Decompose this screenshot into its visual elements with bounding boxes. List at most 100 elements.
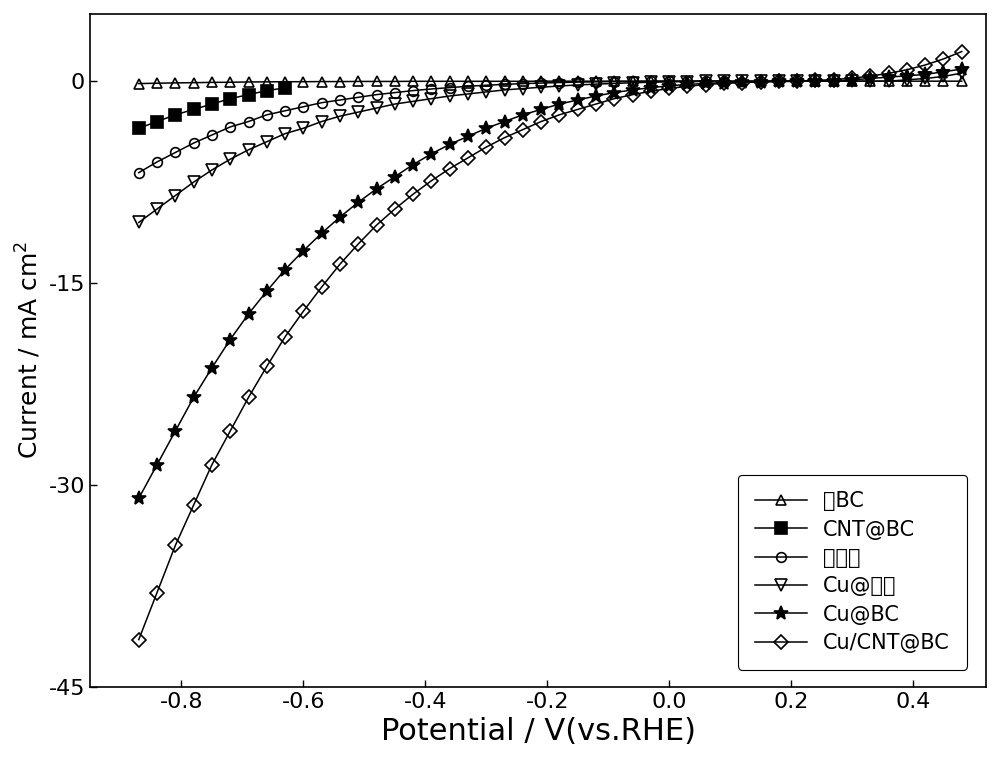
Cu@BC (316, 229, 328, 238)
Cu@BC (645, 83, 657, 92)
绬BC (700, 77, 712, 86)
Cu@BC (755, 78, 767, 87)
绬BC (407, 77, 419, 86)
Cu/CNT@BC (809, 76, 821, 85)
绬BC (791, 77, 803, 86)
绬BC (718, 77, 730, 86)
绬碳布 (590, 78, 602, 87)
Cu/CNT@BC (956, 47, 968, 56)
Line: 绬碳布: 绬碳布 (134, 76, 729, 178)
Cu/CNT@BC (206, 460, 218, 469)
绬BC (553, 77, 565, 86)
Cu/CNT@BC (700, 80, 712, 89)
绬碳布 (444, 83, 456, 92)
Cu@碳布 (151, 204, 163, 214)
Cu@碳布 (773, 77, 785, 86)
Cu@BC (151, 460, 163, 469)
Cu@碳布 (700, 77, 712, 86)
Cu@碳布 (389, 100, 401, 109)
Cu@碳布 (133, 218, 145, 227)
绬BC (480, 77, 492, 86)
Line: CNT@BC: CNT@BC (133, 82, 291, 134)
Cu@碳布 (883, 77, 895, 86)
Cu@碳布 (444, 91, 456, 100)
绬碳布 (224, 122, 236, 131)
Cu@BC (773, 77, 785, 86)
Cu/CNT@BC (334, 260, 346, 269)
绬BC (297, 78, 309, 87)
绬BC (517, 77, 529, 86)
绬BC (444, 77, 456, 86)
Cu@碳布 (736, 77, 748, 86)
绬BC (663, 77, 675, 86)
Cu@碳布 (243, 145, 255, 154)
X-axis label: Potential / V(vs.RHE): Potential / V(vs.RHE) (381, 717, 696, 746)
绬BC (224, 78, 236, 87)
绬BC (627, 77, 639, 86)
Cu@BC (279, 265, 291, 274)
Cu/CNT@BC (572, 105, 584, 114)
绬BC (828, 77, 840, 86)
绬BC (736, 77, 748, 86)
Cu@碳布 (407, 97, 419, 106)
Cu@BC (480, 124, 492, 133)
绬BC (883, 77, 895, 86)
CNT@BC (243, 90, 255, 100)
绬碳布 (553, 78, 565, 87)
绬碳布 (133, 168, 145, 177)
Line: Cu@碳布: Cu@碳布 (133, 68, 967, 228)
CNT@BC (206, 100, 218, 109)
Cu/CNT@BC (261, 362, 273, 371)
Cu@碳布 (297, 124, 309, 133)
绬BC (334, 77, 346, 86)
Cu@BC (608, 88, 620, 97)
Cu@BC (791, 77, 803, 86)
绬BC (188, 78, 200, 87)
Cu/CNT@BC (608, 94, 620, 103)
绬BC (846, 77, 858, 86)
Cu@BC (828, 77, 840, 86)
Cu/CNT@BC (828, 75, 840, 84)
Cu@BC (627, 85, 639, 94)
绬BC (243, 78, 255, 87)
Cu@碳布 (663, 78, 675, 87)
Y-axis label: Current / mA cm$^{2}$: Current / mA cm$^{2}$ (14, 241, 43, 460)
Cu@BC (572, 96, 584, 105)
Cu@BC (371, 184, 383, 193)
Cu/CNT@BC (919, 61, 931, 70)
Cu@碳布 (352, 108, 364, 117)
Cu/CNT@BC (243, 393, 255, 402)
Cu@BC (809, 77, 821, 86)
绬碳布 (334, 96, 346, 105)
Cu/CNT@BC (297, 307, 309, 316)
绬BC (425, 77, 437, 86)
Cu/CNT@BC (627, 90, 639, 100)
Cu/CNT@BC (352, 239, 364, 249)
绬碳布 (371, 90, 383, 100)
Cu@BC (297, 246, 309, 255)
Cu@碳布 (956, 68, 968, 78)
绬BC (956, 77, 968, 86)
Cu/CNT@BC (736, 78, 748, 87)
Cu/CNT@BC (681, 82, 693, 91)
绬碳布 (627, 77, 639, 86)
绬碳布 (480, 81, 492, 90)
绬碳布 (151, 157, 163, 166)
Cu@碳布 (681, 77, 693, 86)
Cu/CNT@BC (883, 69, 895, 78)
Cu/CNT@BC (718, 79, 730, 88)
绬碳布 (608, 77, 620, 86)
Cu@BC (407, 160, 419, 169)
Cu@碳布 (425, 94, 437, 103)
Cu/CNT@BC (224, 426, 236, 435)
绬碳布 (316, 98, 328, 107)
CNT@BC (151, 117, 163, 126)
Cu@碳布 (627, 78, 639, 87)
绬BC (261, 78, 273, 87)
绬碳布 (297, 102, 309, 111)
Legend: 绬BC, CNT@BC, 绬碳布, Cu@碳布, Cu@BC, Cu/CNT@BC: 绬BC, CNT@BC, 绬碳布, Cu@碳布, Cu@BC, Cu/CNT@B… (738, 474, 967, 670)
Cu/CNT@BC (133, 635, 145, 644)
绬碳布 (352, 93, 364, 102)
CNT@BC (279, 84, 291, 93)
Cu@碳布 (188, 178, 200, 187)
